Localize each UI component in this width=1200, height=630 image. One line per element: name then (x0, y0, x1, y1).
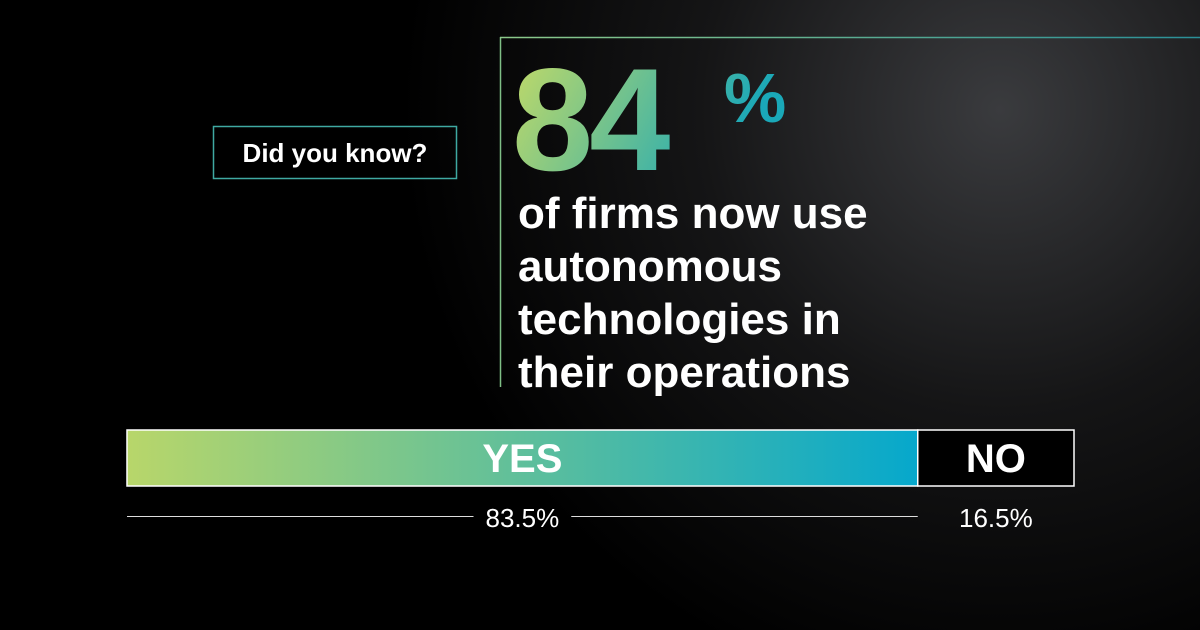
callout: Did you know? (243, 138, 428, 168)
bar-segment (126, 429, 919, 487)
headline-line: technologies in (518, 295, 841, 344)
segment-value-label: 83.5% (486, 503, 560, 533)
headline-unit: % (724, 59, 786, 137)
segment-value-label: 16.5% (959, 503, 1033, 533)
headline-number: 84 (512, 38, 670, 201)
segment-name: YES (482, 437, 562, 481)
headline-line: autonomous (518, 242, 782, 291)
segment-name: NO (966, 437, 1026, 481)
headline-line: their operations (518, 348, 851, 397)
headline-line: of firms now use (518, 189, 868, 238)
bar-segment (916, 429, 1075, 487)
callout-box (212, 125, 458, 180)
